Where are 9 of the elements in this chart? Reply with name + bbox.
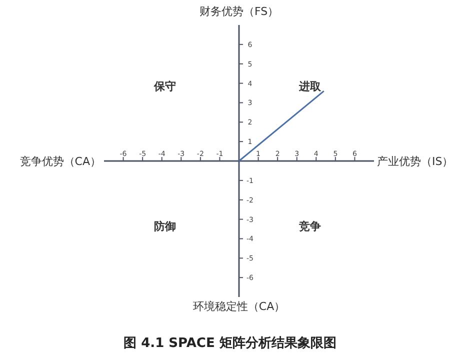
text: 竞争优势（CA） bbox=[20, 155, 101, 168]
text: 图 4.1 SPACE 矩阵分析结果象限图 bbox=[124, 335, 336, 351]
annotation: 防御 bbox=[154, 220, 176, 233]
x-axis-title: 产业优势（IS） bbox=[377, 155, 454, 168]
annotation: 保守 bbox=[153, 80, 176, 93]
annotation: 竞争 bbox=[298, 220, 321, 233]
y-axis-title: 财务优势（FS） bbox=[199, 5, 279, 18]
annotation: 进取 bbox=[298, 80, 322, 93]
text: 环境稳定性（CA） bbox=[192, 300, 286, 313]
